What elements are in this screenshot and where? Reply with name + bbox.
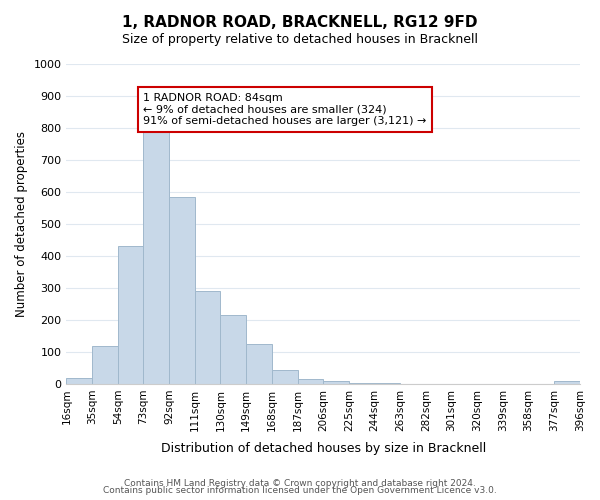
- X-axis label: Distribution of detached houses by size in Bracknell: Distribution of detached houses by size …: [161, 442, 486, 455]
- Bar: [195, 291, 220, 384]
- Text: Size of property relative to detached houses in Bracknell: Size of property relative to detached ho…: [122, 32, 478, 46]
- Bar: [554, 382, 580, 384]
- Bar: [67, 378, 92, 384]
- Bar: [92, 346, 118, 384]
- Bar: [298, 379, 323, 384]
- Bar: [118, 246, 143, 384]
- Bar: [220, 315, 246, 384]
- Bar: [246, 344, 272, 384]
- Bar: [323, 382, 349, 384]
- Text: Contains public sector information licensed under the Open Government Licence v3: Contains public sector information licen…: [103, 486, 497, 495]
- Text: 1 RADNOR ROAD: 84sqm
← 9% of detached houses are smaller (324)
91% of semi-detac: 1 RADNOR ROAD: 84sqm ← 9% of detached ho…: [143, 93, 427, 126]
- Bar: [272, 370, 298, 384]
- Text: 1, RADNOR ROAD, BRACKNELL, RG12 9FD: 1, RADNOR ROAD, BRACKNELL, RG12 9FD: [122, 15, 478, 30]
- Text: Contains HM Land Registry data © Crown copyright and database right 2024.: Contains HM Land Registry data © Crown c…: [124, 478, 476, 488]
- Y-axis label: Number of detached properties: Number of detached properties: [15, 131, 28, 317]
- Bar: [143, 128, 169, 384]
- Bar: [349, 383, 374, 384]
- Bar: [169, 197, 195, 384]
